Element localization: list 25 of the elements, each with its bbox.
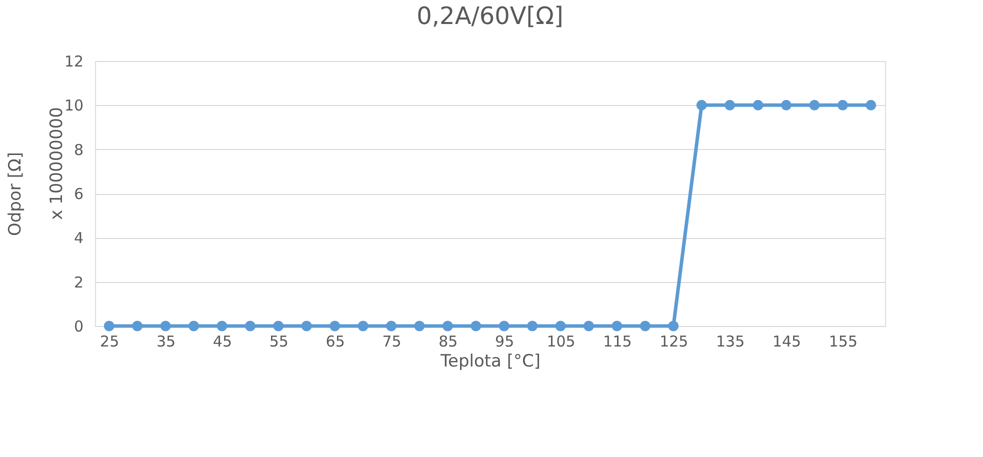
x-tick-label: 35 bbox=[156, 332, 176, 350]
y-tick-label: 12 bbox=[64, 52, 84, 70]
y-tick-label: 4 bbox=[74, 229, 84, 248]
x-tick-label: 75 bbox=[382, 332, 402, 350]
x-tick-label: 85 bbox=[438, 332, 458, 350]
x-tick-label: 25 bbox=[100, 332, 120, 350]
x-tick-label: 115 bbox=[603, 332, 632, 350]
x-tick-label: 45 bbox=[212, 332, 232, 350]
y-tick-label: 8 bbox=[74, 140, 84, 159]
y-axis-title: Odpor [Ω] bbox=[5, 152, 26, 236]
x-tick-label: 135 bbox=[716, 332, 745, 350]
x-tick-label: 145 bbox=[772, 332, 802, 350]
x-tick-label: 95 bbox=[495, 332, 514, 350]
x-tick-label: 65 bbox=[326, 332, 345, 350]
x-tick-label: 55 bbox=[269, 332, 288, 350]
chart-title: 0,2A/60V[Ω] bbox=[416, 2, 564, 30]
x-tick-label: 105 bbox=[546, 332, 576, 350]
y-tick-label: 0 bbox=[74, 318, 84, 336]
text: x 100000000 bbox=[47, 107, 67, 220]
y-tick-label: 6 bbox=[74, 185, 84, 203]
x-tick-label: 125 bbox=[660, 332, 688, 350]
y-tick-label: 2 bbox=[74, 273, 84, 292]
x-axis-title: Teplota [°C] bbox=[440, 352, 540, 372]
y-tick-label: 10 bbox=[64, 96, 84, 115]
x-tick-label: 155 bbox=[828, 332, 858, 350]
